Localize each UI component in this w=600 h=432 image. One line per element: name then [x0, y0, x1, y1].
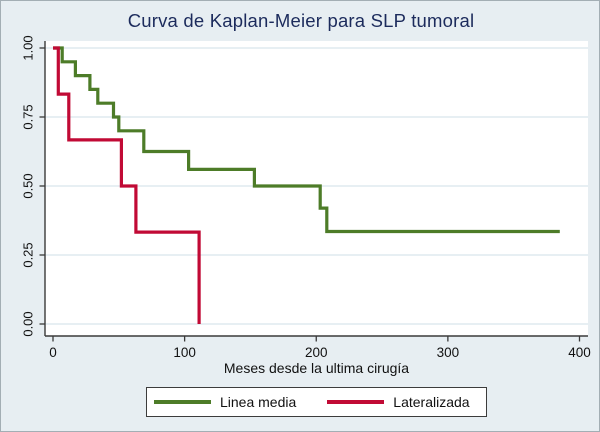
y-tick-label-0.75: 0.75 [21, 104, 36, 129]
y-tick-label-1.00: 1.00 [21, 35, 36, 60]
plot-background [45, 41, 588, 336]
legend-box: Linea media Lateralizada [146, 387, 487, 417]
km-curve-lateralizada [53, 46, 201, 324]
y-tick-label-0.50: 0.50 [21, 173, 36, 198]
legend-swatch-linea-media [154, 400, 211, 404]
km-curve-linea-media [53, 46, 560, 234]
x-axis-title: Meses desde la ultima cirugía [224, 360, 409, 376]
legend-label-lateralizada: Lateralizada [393, 394, 470, 410]
legend-label-linea-media: Linea media [220, 394, 297, 410]
y-tick-label-0.00: 0.00 [21, 311, 36, 336]
x-tick-label-400: 400 [568, 345, 591, 360]
y-tick-label-0.25: 0.25 [21, 242, 36, 267]
x-tick-label-200: 200 [305, 345, 328, 360]
x-tick-label-300: 300 [437, 345, 460, 360]
x-tick-label-0: 0 [49, 345, 57, 360]
legend-swatch-lateralizada [327, 400, 385, 404]
chart-title: Curva de Kaplan-Meier para SLP tumoral [127, 10, 475, 31]
x-tick-label-100: 100 [173, 345, 196, 360]
